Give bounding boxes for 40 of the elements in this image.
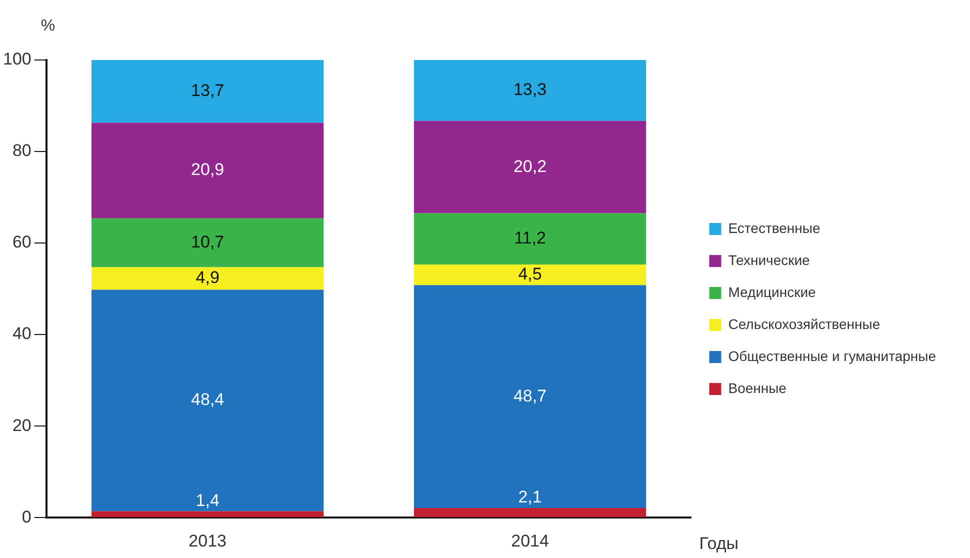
legend-label: Военные (728, 380, 787, 396)
data-label: 1,4 (196, 490, 220, 510)
data-label: 4,5 (518, 264, 542, 284)
y-tick-label: 40 (12, 324, 32, 344)
bar (92, 290, 324, 512)
y-tick-label: 0 (22, 507, 32, 526)
data-label: 13,3 (513, 80, 547, 100)
bar (414, 120, 646, 214)
y-tick-label: 100 (2, 50, 32, 69)
legend-label: Естественные (728, 220, 820, 236)
bar (414, 60, 646, 121)
bar (92, 511, 324, 518)
data-label: 13,7 (191, 81, 224, 100)
bar (414, 264, 646, 286)
bar (92, 60, 324, 123)
data-label: 11,2 (514, 228, 546, 248)
x-tick-label: 2014 (511, 531, 549, 550)
data-label: 2,1 (518, 488, 542, 507)
y-axis-title: % (40, 17, 56, 34)
legend-label: Сельскохозяйственные (728, 316, 880, 332)
data-label: 20,2 (513, 156, 547, 176)
data-label: 48,4 (191, 390, 224, 410)
legend-label: Медицинские (728, 284, 816, 300)
data-label: 10,7 (191, 232, 224, 252)
bar (414, 213, 646, 265)
bar (92, 218, 324, 268)
legend-label: Общественные и гуманитарные (728, 348, 936, 364)
y-tick-label: 20 (12, 416, 32, 435)
data-label: 20,9 (191, 160, 224, 180)
data-label: 4,9 (196, 268, 220, 288)
x-axis-title: Годы (699, 534, 739, 554)
bar (414, 508, 646, 518)
x-tick-label: 2013 (188, 531, 226, 550)
y-tick-label: 80 (12, 141, 32, 160)
data-label: 48,7 (513, 386, 547, 406)
bar (414, 285, 646, 508)
bar (92, 267, 324, 290)
bar (92, 122, 324, 218)
y-tick-label: 60 (12, 232, 32, 252)
legend-label: Технические (728, 252, 810, 268)
